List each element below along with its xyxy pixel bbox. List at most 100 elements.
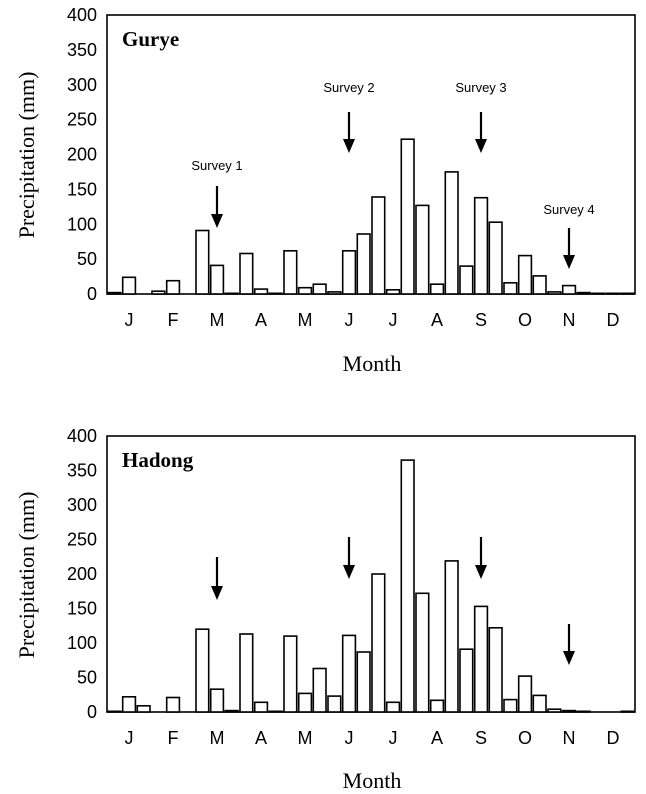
bar — [547, 708, 562, 713]
bar — [591, 292, 606, 295]
bar — [385, 288, 401, 295]
bar — [195, 229, 210, 295]
y-tick-label: 0 — [87, 284, 97, 304]
bar — [165, 279, 181, 295]
bar — [561, 709, 577, 713]
bar — [444, 560, 459, 713]
y-tick-label: 150 — [67, 179, 97, 199]
x-tick-label: F — [168, 728, 179, 748]
x-tick-label: J — [125, 728, 134, 748]
bar — [224, 709, 239, 713]
bar — [503, 281, 518, 295]
bar — [268, 710, 283, 713]
y-tick-label: 100 — [67, 214, 97, 234]
bar — [429, 283, 445, 295]
x-tick-label: N — [563, 310, 576, 330]
chart-panel-gurye: Precipitation (mm) 0 50 100 150 200 250 300 350… — [14, 5, 636, 376]
x-tick-label: M — [298, 310, 313, 330]
x-axis-title: Month — [343, 768, 402, 793]
bar — [195, 628, 210, 713]
bar — [503, 698, 518, 713]
survey-annotations — [211, 537, 575, 665]
bar — [517, 675, 533, 713]
x-tick-label: M — [210, 310, 225, 330]
bar — [415, 592, 430, 713]
bar — [209, 264, 225, 295]
survey-label: Survey 4 — [543, 202, 594, 217]
bar — [327, 291, 342, 295]
y-tick-label: 350 — [67, 461, 97, 481]
bar — [356, 233, 371, 295]
bar — [488, 221, 503, 295]
y-axis-title: Precipitation (mm) — [14, 72, 39, 239]
x-tick-label: O — [518, 728, 532, 748]
bar — [385, 701, 401, 713]
bar — [547, 291, 562, 295]
survey-arrow-head — [563, 651, 575, 665]
y-tick-label: 200 — [67, 145, 97, 165]
survey-annotations: Survey 1 Survey 2 Survey 3 Survey 4 — [191, 80, 595, 269]
plot-frame — [106, 14, 636, 295]
bar — [107, 291, 122, 295]
bar — [576, 291, 591, 295]
bar — [268, 292, 283, 295]
y-tick-label: 50 — [77, 249, 97, 269]
bar — [473, 196, 489, 295]
x-tick-label: O — [518, 310, 532, 330]
x-tick-label: J — [345, 310, 354, 330]
x-tick-label: M — [210, 728, 225, 748]
bar — [341, 250, 357, 295]
x-tick-label: M — [298, 728, 313, 748]
bar — [297, 286, 313, 295]
survey-arrow-head — [475, 139, 487, 153]
bar — [444, 171, 459, 295]
bar — [121, 695, 137, 713]
bar — [459, 265, 474, 295]
bar-group — [107, 459, 635, 713]
bar — [400, 138, 415, 295]
bar — [400, 459, 415, 713]
bar — [371, 196, 386, 295]
bar — [415, 204, 430, 295]
survey-arrow-head — [211, 586, 223, 600]
y-tick-label: 100 — [67, 633, 97, 653]
y-axis-title: Precipitation (mm) — [14, 492, 39, 659]
x-tick-label: A — [431, 310, 443, 330]
x-tick-label: S — [475, 310, 487, 330]
y-tick-labels: 0 50 100 150 200 250 300 350 400 — [67, 426, 97, 722]
bar — [371, 573, 386, 713]
y-tick-label: 0 — [87, 702, 97, 722]
bar — [312, 667, 327, 713]
bar — [327, 695, 342, 713]
y-tick-label: 50 — [77, 668, 97, 688]
x-tick-label: S — [475, 728, 487, 748]
bar — [620, 710, 635, 713]
bar — [561, 284, 577, 295]
x-tick-label: A — [255, 728, 267, 748]
bar — [107, 710, 122, 713]
bar — [136, 704, 151, 713]
y-tick-label: 250 — [67, 530, 97, 550]
x-tick-label: N — [563, 728, 576, 748]
x-axis-title: Month — [343, 351, 402, 376]
bar — [356, 651, 371, 713]
bar — [283, 250, 298, 295]
bar — [151, 290, 166, 295]
survey-arrow-head — [343, 139, 355, 153]
x-tick-label: F — [168, 310, 179, 330]
bar — [165, 696, 181, 713]
bar-group — [107, 138, 635, 295]
bar — [283, 635, 298, 713]
x-tick-label: D — [607, 310, 620, 330]
bar — [532, 275, 547, 295]
bar — [209, 688, 225, 713]
bar — [576, 710, 591, 713]
bar — [121, 276, 137, 295]
bar — [459, 648, 474, 713]
x-tick-label: A — [431, 728, 443, 748]
bar — [473, 605, 489, 713]
y-tick-label: 400 — [67, 426, 97, 446]
survey-label: Survey 2 — [323, 80, 374, 95]
y-tick-label: 300 — [67, 495, 97, 515]
